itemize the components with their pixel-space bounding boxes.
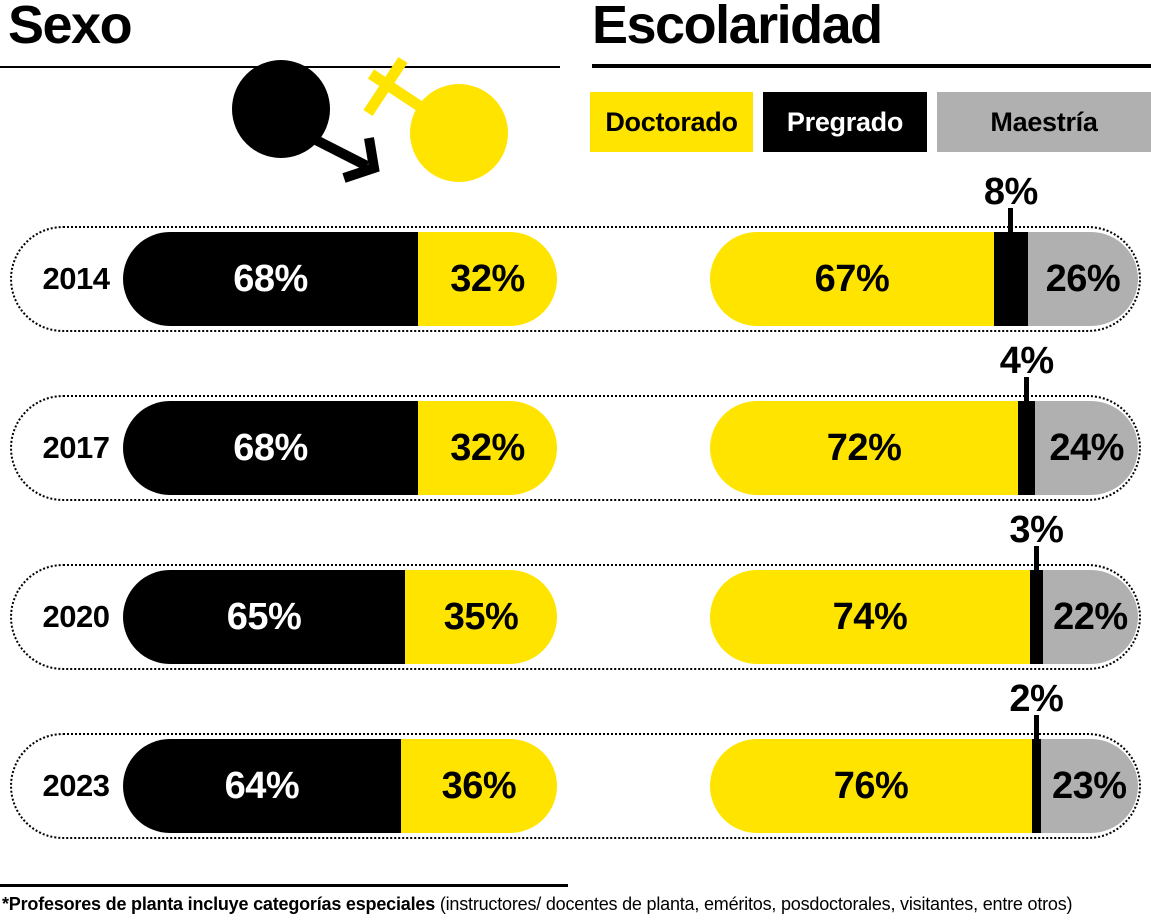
sexo-bar: 68% 32% [123,401,557,495]
year-row: 2017 68% 32% 72% 24% 4% [10,340,1141,501]
escolaridad-bar: 74% 22% [710,570,1138,664]
footnote-regular-text: (instructores/ docentes de planta, eméri… [435,894,1073,914]
escolaridad-pregrado-callout-label: 8% [983,171,1038,213]
year-row: 2014 68% 32% 67% 26% 8% [10,171,1141,332]
sexo-bar: 65% 35% [123,570,557,664]
sexo-segment-female: 35% [405,570,557,664]
female-gender-icon [363,56,508,182]
escolaridad-bar: 76% 23% [710,739,1138,833]
escolaridad-segment-pregrado [1018,401,1036,495]
legend-item-pregrado: Pregrado [763,92,927,152]
escolaridad-segment-maestria: 26% [1027,232,1138,326]
sexo-segment-female: 32% [418,401,557,495]
footnote: *Profesores de planta incluye categorías… [2,894,1151,915]
year-label: 2020 [42,599,110,634]
escolaridad-pregrado-callout-label: 4% [999,340,1054,382]
sexo-segment-female: 32% [418,232,557,326]
escolaridad-bar: 72% 24% [710,401,1138,495]
sexo-bar: 68% 32% [123,232,557,326]
escolaridad-segment-doctorado: 72% [710,401,1019,495]
escolaridad-segment-maestria: 24% [1035,401,1138,495]
escolaridad-pregrado-callout-label: 2% [1009,678,1064,720]
legend-item-doctorado: Doctorado [590,92,753,152]
escolaridad-bar: 67% 26% [710,232,1138,326]
footnote-bold-text: *Profesores de planta incluye categorías… [2,894,436,914]
sexo-segment-female: 36% [400,739,557,833]
year-label: 2023 [42,768,110,803]
escolaridad-segment-doctorado: 76% [710,739,1033,833]
year-label: 2014 [42,261,110,296]
sexo-bar: 64% 36% [123,739,557,833]
callout-tick [1024,377,1030,403]
escolaridad-section-title: Escolaridad [592,0,883,55]
year-label: 2017 [42,430,110,465]
sexo-segment-male: 65% [123,570,406,664]
escolaridad-segment-maestria: 22% [1042,570,1138,664]
callout-tick [1033,715,1039,741]
callout-tick [1033,546,1039,572]
legend-item-maestria: Maestría [937,92,1151,152]
escolaridad-legend: Doctorado Pregrado Maestría [590,92,1151,152]
footnote-divider-line [0,884,568,887]
callout-tick [1008,208,1014,234]
sexo-section-title: Sexo [8,0,133,55]
escolaridad-segment-pregrado [1032,739,1041,833]
escolaridad-pregrado-callout-label: 3% [1009,509,1064,551]
escolaridad-segment-doctorado: 74% [710,570,1030,664]
male-gender-icon [232,60,380,183]
year-row: 2023 64% 36% 76% 23% 2% [10,678,1141,839]
sexo-segment-male: 68% [123,232,419,326]
escolaridad-segment-pregrado [1029,570,1043,664]
escolaridad-segment-doctorado: 67% [710,232,994,326]
escolaridad-segment-maestria: 23% [1040,739,1138,833]
sexo-segment-male: 68% [123,401,419,495]
year-row: 2020 65% 35% 74% 22% 3% [10,509,1141,670]
escolaridad-segment-pregrado [993,232,1028,326]
sexo-segment-male: 64% [123,739,401,833]
escolaridad-divider-line [592,64,1151,68]
gender-symbols [232,56,508,183]
